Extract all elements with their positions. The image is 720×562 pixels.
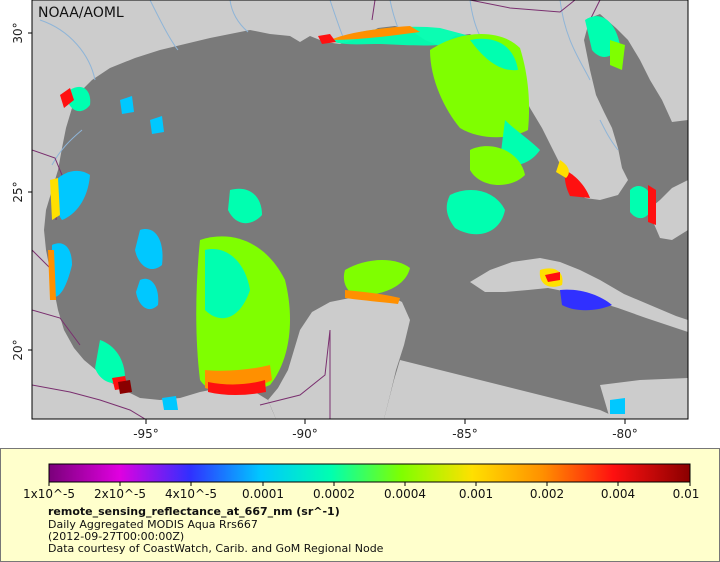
map-frame <box>32 0 688 419</box>
source-credit: Data courtesy of CoastWatch, Carib. and … <box>48 542 384 555</box>
lon-tick-label: -95° <box>133 427 159 441</box>
colorbar <box>48 463 691 486</box>
legend-panel: 1x10^-5 2x10^-5 4x10^-5 0.0001 0.0002 0.… <box>0 448 720 562</box>
colorbar-tick-label: 0.01 <box>672 487 700 501</box>
lat-tick-label: 20° <box>11 339 25 360</box>
colorbar-tick-label: 0.0001 <box>242 487 284 501</box>
map-border <box>31 0 689 420</box>
land-bahamas <box>648 180 688 240</box>
colorbar-tick-label: 0.001 <box>458 487 494 501</box>
credit-label: NOAA/AOML <box>38 5 124 21</box>
lat-tick-label: 30° <box>11 22 25 43</box>
colorbar-tick-label: 4x10^-5 <box>164 487 218 501</box>
rivers <box>39 0 619 166</box>
colorbar-tick-label: 0.004 <box>600 487 636 501</box>
land-central-america <box>384 360 620 419</box>
colorbar-tick-label: 0.002 <box>529 487 565 501</box>
data-patches <box>48 16 656 414</box>
lon-tick-label: -85° <box>452 427 478 441</box>
date-label: (2012-09-27T00:00:00Z) <box>48 530 185 543</box>
lon-tick-label: -80° <box>612 427 638 441</box>
variable-name: remote_sensing_reflectance_at_667_nm (sr… <box>48 505 340 518</box>
colorbar-tick-label: 0.0002 <box>313 487 355 501</box>
lat-tick-label: 25° <box>11 181 25 202</box>
lon-ticks: -95° -90° -85° -80° <box>133 419 638 441</box>
map-svg: NOAA/AOML 30° 25° 20° -95° -90° -85° -80… <box>11 0 689 441</box>
colorbar-tick-label: 1x10^-5 <box>22 487 76 501</box>
colorbar-gradient <box>48 463 691 483</box>
lat-ticks: 30° 25° 20° <box>11 22 32 361</box>
land-us <box>32 0 688 419</box>
colorbar-tick-label: 2x10^-5 <box>93 487 147 501</box>
lon-tick-label: -90° <box>292 427 318 441</box>
product-name: Daily Aggregated MODIS Aqua Rrs667 <box>48 518 258 531</box>
land-yucatan <box>268 296 410 419</box>
borders <box>32 0 601 419</box>
colorbar-tick-label: 0.0004 <box>384 487 426 501</box>
